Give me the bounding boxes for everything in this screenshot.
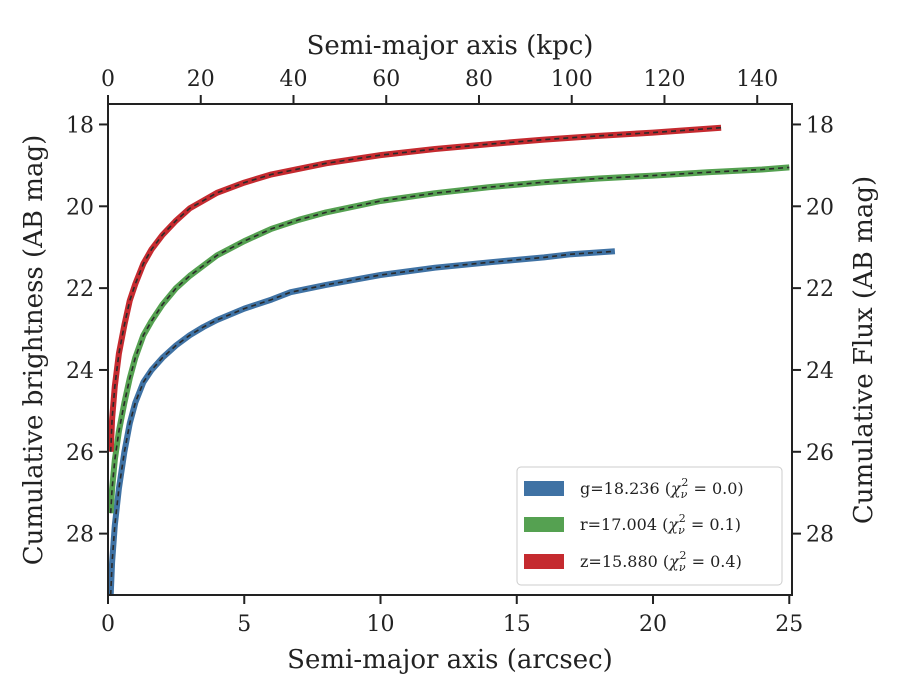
x-tick-label: 20 bbox=[639, 612, 667, 637]
y-tick-label: 24 bbox=[66, 359, 94, 384]
y-tick-label: 20 bbox=[66, 195, 94, 220]
x-top-tick-label: 100 bbox=[551, 67, 593, 92]
x-top-tick-label: 60 bbox=[372, 67, 400, 92]
x-tick-label: 25 bbox=[775, 612, 803, 637]
x-top-tick-label: 140 bbox=[736, 67, 778, 92]
legend-label-z: z=15.880 (χν2 = 0.4) bbox=[580, 549, 742, 574]
x-axis-top-title: Semi-major axis (kpc) bbox=[307, 31, 594, 61]
series-layer bbox=[107, 124, 790, 596]
x-top-tick-label: 0 bbox=[101, 67, 115, 92]
x-top-tick-label: 20 bbox=[187, 67, 215, 92]
legend-swatch-z bbox=[524, 554, 564, 569]
x-axis-title: Semi-major axis (arcsec) bbox=[287, 645, 613, 675]
y-tick-label: 28 bbox=[66, 523, 94, 548]
series-band-r bbox=[107, 164, 790, 514]
ticks-layer: 0 5 10 15 20 25 0 20 40 60 80 100 120 140 18 18 20 20 22 22… bbox=[66, 67, 834, 637]
y-right-tick-label: 18 bbox=[806, 113, 834, 138]
legend-label-r: r=17.004 (χν2 = 0.1) bbox=[580, 512, 741, 537]
y-axis-right-title: Cumulative Flux (AB mag) bbox=[849, 176, 879, 524]
legend-label-g: g=18.236 (χν2 = 0.0) bbox=[580, 476, 744, 501]
y-tick-label: 18 bbox=[66, 113, 94, 138]
series-model-z bbox=[109, 126, 722, 452]
x-tick-label: 10 bbox=[367, 612, 395, 637]
series-model-g bbox=[109, 250, 615, 596]
legend-swatch-r bbox=[524, 517, 564, 532]
legend-frame bbox=[516, 466, 783, 586]
x-tick-label: 0 bbox=[101, 612, 115, 637]
y-axis-title: Cumulative brightness (AB mag) bbox=[19, 135, 49, 566]
y-right-tick-label: 22 bbox=[806, 277, 834, 302]
y-right-tick-label: 28 bbox=[806, 523, 834, 548]
x-top-tick-label: 80 bbox=[465, 67, 493, 92]
plot-frame bbox=[107, 103, 793, 596]
y-right-tick-label: 24 bbox=[806, 359, 834, 384]
legend-swatch-g bbox=[524, 481, 564, 496]
y-right-tick-label: 26 bbox=[806, 441, 834, 466]
x-top-tick-label: 120 bbox=[643, 67, 685, 92]
series-model-r bbox=[109, 166, 790, 514]
y-tick-label: 22 bbox=[66, 277, 94, 302]
x-tick-label: 15 bbox=[503, 612, 531, 637]
legend: g=18.236 (χν2 = 0.0) r=17.004 (χν2 = 0.1… bbox=[516, 466, 783, 586]
x-tick-label: 5 bbox=[237, 612, 251, 637]
y-tick-label: 26 bbox=[66, 441, 94, 466]
x-top-tick-label: 40 bbox=[279, 67, 307, 92]
y-right-tick-label: 20 bbox=[806, 195, 834, 220]
